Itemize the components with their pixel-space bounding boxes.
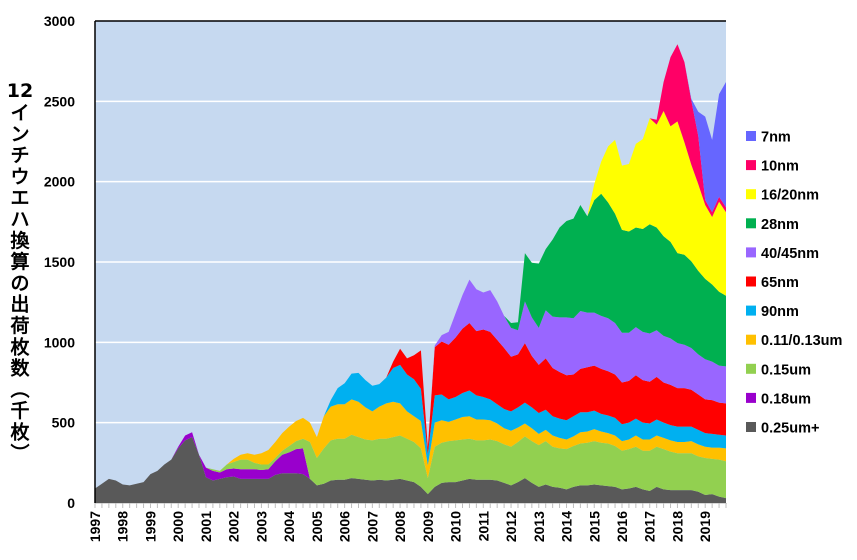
legend-label: 0.15um (761, 362, 811, 378)
x-tick-label: 2012 (503, 511, 519, 542)
y-axis-title-char: ウ (10, 166, 29, 188)
legend-swatch (746, 392, 756, 403)
legend-swatch (746, 247, 756, 258)
y-axis-title-char: 枚 (10, 335, 30, 358)
area-series-10nm (95, 44, 726, 489)
legend-label: 90nm (761, 304, 799, 320)
y-axis-title-char: の (10, 272, 29, 294)
legend-swatch (746, 334, 756, 345)
y-tick-label: 0 (67, 495, 75, 511)
legend-item-0-18um: 0.18um (746, 391, 811, 407)
x-tick-label: 2016 (614, 511, 630, 542)
y-axis-title-char: チ (10, 145, 29, 167)
x-tick-label: 2013 (531, 511, 547, 542)
legend-item-90nm: 90nm (746, 304, 799, 320)
legend-label: 10nm (761, 159, 799, 175)
y-axis-title-char: （ (8, 379, 31, 398)
legend-item-0-15um: 0.15um (746, 362, 811, 378)
x-tick-label: 2011 (475, 511, 491, 542)
legend-label: 0.25um+ (761, 421, 819, 437)
axes (94, 20, 727, 508)
x-tick-label: 2005 (309, 511, 325, 542)
y-axis-title-char: ハ (10, 209, 29, 231)
x-tick-labels: 1997 1998 1999 2000 2001 2002 2003 2004 2005 2006… (87, 511, 713, 542)
y-axis-title-char: イ (10, 102, 29, 124)
x-tick-label: 2004 (281, 511, 297, 542)
y-axis-title-char: ） (8, 443, 31, 462)
legend-swatch (746, 276, 756, 287)
y-tick-label: 2000 (44, 174, 75, 190)
x-tick-label: 2000 (170, 511, 186, 542)
x-tick-label: 2002 (226, 511, 242, 542)
y-tick-label: 500 (52, 415, 76, 431)
legend-swatch (746, 218, 756, 229)
y-axis-title-char: 数 (10, 357, 30, 380)
legend-label: 65nm (761, 275, 799, 291)
legend-item-7nm: 7nm (746, 130, 791, 146)
y-axis-title-char: 算 (10, 250, 29, 273)
y-axis-title-char: 換 (10, 229, 30, 252)
legend-swatch (746, 422, 756, 432)
y-axis-title-char: 千 (10, 400, 29, 422)
legend-item-65nm: 65nm (746, 275, 799, 291)
y-axis-title-char: 12 (7, 80, 33, 102)
area-series-0-11-0-13um (95, 399, 726, 489)
y-tick-labels: 0 500 1000 1500 2000 2500 3000 (44, 13, 75, 511)
area-series-40-45nm (95, 279, 726, 489)
x-tick-label: 2008 (392, 511, 408, 542)
y-axis-title-char: ン (10, 123, 29, 145)
y-tick-label: 1000 (44, 334, 75, 350)
y-axis-title-char: 枚 (10, 421, 30, 444)
legend: 7nm 10nm 16/20nm 28nm 40/45nm 65nm 90nm 0.11/0.… (746, 130, 842, 437)
legend-swatch (746, 363, 756, 374)
legend-label: 0.18um (761, 391, 811, 407)
x-tick-label: 2018 (669, 511, 685, 542)
y-tick-label: 3000 (44, 13, 75, 29)
y-tick-label: 1500 (44, 254, 75, 270)
x-tick-label: 2007 (364, 511, 380, 542)
legend-swatch (746, 189, 756, 200)
legend-label: 40/45nm (761, 246, 819, 262)
area-series-16-20nm (95, 110, 726, 489)
x-tick-label: 2019 (697, 511, 713, 542)
x-tick-label: 2009 (420, 511, 436, 542)
area-series-65nm (95, 323, 726, 489)
y-axis-title-char: 出 (10, 293, 29, 316)
legend-item-40-45nm: 40/45nm (746, 246, 819, 262)
area-series-layer (95, 44, 726, 503)
x-tick-label: 1999 (142, 511, 158, 542)
legend-label: 16/20nm (761, 188, 819, 204)
legend-swatch (746, 160, 756, 171)
x-tick-label: 2015 (586, 511, 602, 542)
legend-item-28nm: 28nm (746, 217, 799, 233)
x-tick-label: 1997 (87, 511, 103, 542)
x-tick-label: 2006 (337, 511, 353, 542)
y-axis-title-char: エ (10, 187, 29, 209)
legend-item-0-11-0-13um: 0.11/0.13um (746, 333, 842, 349)
legend-item-0-25um: 0.25um+ (746, 421, 819, 437)
x-tick-label: 1998 (115, 511, 131, 542)
legend-item-16-20nm: 16/20nm (746, 188, 819, 204)
legend-swatch (746, 305, 756, 316)
legend-swatch (746, 131, 756, 141)
y-axis-title-char: 荷 (10, 314, 29, 337)
legend-label: 0.11/0.13um (761, 333, 842, 349)
x-tick-label: 2017 (642, 511, 658, 542)
x-tick-label: 2001 (198, 511, 214, 542)
x-tick-label: 2014 (559, 511, 575, 542)
legend-label: 7nm (761, 130, 791, 146)
x-tick-label: 2003 (253, 511, 269, 542)
area-series-0-25um (95, 437, 726, 503)
x-tick-label: 2010 (448, 511, 464, 542)
area-series-90nm (95, 364, 726, 489)
legend-item-10nm: 10nm (746, 159, 799, 175)
legend-label: 28nm (761, 217, 799, 233)
y-tick-label: 2500 (44, 93, 75, 109)
area-series-28nm (95, 193, 726, 489)
area-series-0-15um (95, 432, 726, 499)
